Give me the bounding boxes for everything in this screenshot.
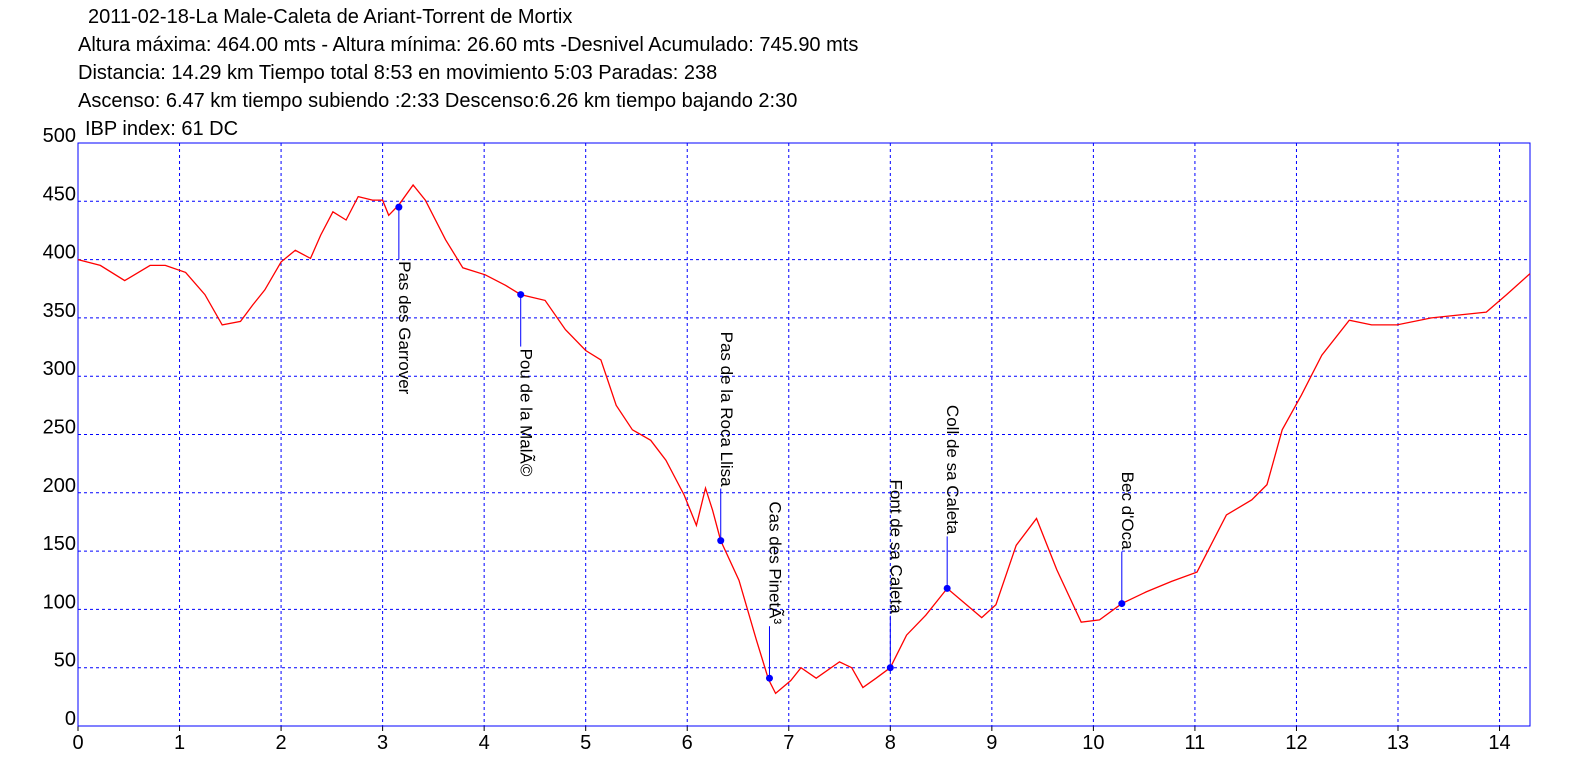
x-tick-label: 12 <box>1285 732 1307 754</box>
y-tick-label: 400 <box>43 242 76 264</box>
x-tick-label: 0 <box>72 732 83 754</box>
x-tick-label: 3 <box>377 732 388 754</box>
waypoint <box>1118 600 1126 608</box>
subtitle: Altura máxima: 464.00 mts - Altura mínim… <box>78 34 858 56</box>
x-tick-label: 10 <box>1082 732 1104 754</box>
x-tick-label: 7 <box>783 732 794 754</box>
waypoint <box>395 203 403 211</box>
x-tick-label: 2 <box>276 732 287 754</box>
y-tick-label: 250 <box>43 417 76 439</box>
annotation-label: Font de sa Caleta <box>886 479 905 614</box>
waypoint <box>886 664 894 672</box>
chart-title: 2011-02-18-La Male-Caleta de Ariant-Torr… <box>88 6 572 28</box>
annotation-label: Cas des PinetÃ³ <box>765 501 784 624</box>
y-tick-label: 200 <box>43 475 76 497</box>
y-tick-label: 350 <box>43 300 76 322</box>
x-tick-label: 11 <box>1185 732 1206 754</box>
x-tick-label: 9 <box>986 732 997 754</box>
x-tick-label: 13 <box>1387 732 1409 754</box>
annotation-label: Pas des Garrover <box>395 261 414 395</box>
x-tick-label: 8 <box>885 732 896 754</box>
plot-border <box>77 142 1531 727</box>
subtitle: Ascenso: 6.47 km tiempo subiendo :2:33 D… <box>78 90 797 112</box>
x-tick-label: 4 <box>479 732 490 754</box>
waypoint <box>943 584 951 592</box>
y-tick-label: 150 <box>43 533 76 555</box>
y-tick-label: 500 <box>43 125 76 147</box>
y-tick-label: 0 <box>65 708 76 730</box>
annotation-label: Pou de la MalÃ© <box>517 349 536 477</box>
y-tick-label: 300 <box>43 358 76 380</box>
y-tick-label: 50 <box>54 650 76 672</box>
waypoint <box>765 674 773 682</box>
subtitle: IBP index: 61 DC <box>85 118 238 140</box>
waypoint <box>517 291 525 299</box>
x-tick-label: 6 <box>682 732 693 754</box>
y-tick-label: 450 <box>43 183 76 205</box>
waypoint <box>717 537 725 545</box>
annotation-label: Coll de sa Caleta <box>943 405 962 535</box>
y-tick-label: 100 <box>43 591 76 613</box>
annotation-label: Pas de la Roca Llisa <box>717 332 736 488</box>
x-tick-label: 1 <box>174 732 185 754</box>
x-tick-label: 14 <box>1488 732 1510 754</box>
annotation-label: Bec d'Oca <box>1118 472 1137 550</box>
x-tick-label: 5 <box>580 732 591 754</box>
subtitle: Distancia: 14.29 km Tiempo total 8:53 en… <box>78 62 717 84</box>
elevation-line <box>77 183 1531 695</box>
